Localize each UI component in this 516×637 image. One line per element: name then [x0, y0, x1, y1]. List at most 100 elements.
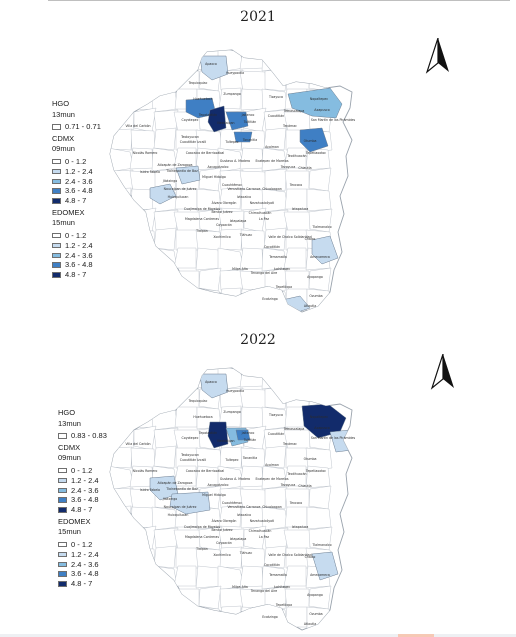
shaded-municipality — [175, 165, 201, 185]
municipality-polygon — [198, 267, 222, 292]
municipality-polygon — [219, 446, 243, 469]
legend-range: 1.2 - 2.4 — [71, 475, 99, 485]
municipality-label: Nextlalpan — [217, 439, 234, 443]
municipality-label: Tenango del Aire — [250, 271, 278, 275]
municipality-label: Cuautitlán Izcalli — [180, 458, 207, 462]
municipality-label: Ecatzingo — [262, 615, 278, 619]
municipality-polygons-2022 — [110, 368, 352, 630]
legend-swatch — [52, 198, 61, 204]
legend-swatch — [58, 497, 67, 503]
municipality-polygon — [263, 545, 287, 569]
municipality-label: Temascalapa — [283, 427, 305, 431]
shaded-municipality — [207, 105, 227, 133]
municipality-label: Tultitlán — [243, 438, 257, 442]
municipality-label: Amecameca — [310, 255, 330, 259]
municipality-label: Tenango del Aire — [250, 589, 278, 593]
legend-range: 4.8 - 7 — [65, 196, 87, 206]
shaded-municipality — [311, 235, 339, 265]
municipality-label: Otumba — [304, 457, 317, 461]
municipality-label: Cuautitlán — [268, 432, 284, 436]
municipality-polygon — [240, 606, 265, 629]
legend-class: 2.4 - 3.6 — [58, 485, 107, 495]
municipality-label: Temascalapa — [283, 109, 305, 113]
municipality-polygon — [283, 565, 307, 587]
municipality-label: Tlalnepantla de Baz — [165, 169, 198, 173]
municipality-label: Texcoco — [289, 501, 303, 505]
shaded-municipality — [185, 97, 217, 119]
municipality-label: Jaltenco — [241, 431, 255, 435]
municipality-label: Tlalmanalco — [311, 543, 331, 547]
municipality-polygon — [174, 288, 198, 310]
legend-swatch — [58, 551, 67, 558]
municipality-label: Cuajimalpa de Morelos — [184, 207, 221, 211]
municipality-label: Benito Juárez — [211, 210, 232, 214]
municipality-polygon — [264, 386, 288, 410]
municipality-polygon — [264, 168, 288, 192]
legend-layer: 15mun — [58, 527, 81, 537]
municipality-label: Coyotepec — [182, 118, 199, 122]
municipality-label: Tlalpan — [195, 547, 208, 551]
municipality-label: Cuauhtémoc — [222, 501, 243, 505]
municipality-polygon — [110, 546, 133, 569]
municipality-label: Tlalmanalco — [311, 225, 331, 229]
municipality-polygon — [129, 388, 157, 411]
legend-class: 2.4 - 3.6 — [52, 176, 101, 186]
municipality-label: Gustavo A. Madero — [220, 159, 250, 163]
legend-state: EDOMEX — [52, 207, 85, 217]
municipality-label: Venustiano Carranza — [227, 505, 260, 509]
bottom-rule — [0, 634, 516, 637]
municipality-label: Tlalnepantla de Baz — [165, 487, 198, 491]
municipality-label: Iztapalapa — [230, 219, 247, 223]
municipality-polygon — [305, 368, 331, 389]
legend-swatch — [58, 541, 67, 548]
municipality-label: Apaxco — [205, 62, 217, 66]
municipality-polygon — [239, 565, 264, 588]
legend-swatch — [52, 178, 61, 185]
municipality-polygon — [110, 487, 134, 510]
legend-range: 3.6 - 4.8 — [65, 186, 93, 196]
shaded-municipality — [199, 373, 229, 399]
municipality-polygon — [218, 187, 242, 210]
municipality-polygon — [306, 506, 332, 530]
legend-class: 2.4 - 3.6 — [52, 250, 101, 260]
municipality-polygon — [264, 68, 288, 92]
municipality-label: Nezahualcóyotl — [250, 519, 275, 523]
municipality-label: Ozumba — [309, 294, 322, 298]
municipality-polygon — [219, 269, 244, 292]
municipality-label: Hueypoxtla — [226, 71, 244, 75]
legend-swatch — [58, 433, 67, 439]
municipality-label: Ixtapaluca — [292, 207, 309, 211]
municipality-polygon — [196, 606, 222, 630]
municipality-polygon — [218, 605, 242, 628]
municipality-label: Ozumba — [309, 612, 322, 616]
municipality-label: Tonanitla — [242, 456, 257, 460]
shaded-municipality — [299, 127, 329, 153]
municipality-polygon — [110, 169, 134, 192]
municipality-polygon — [284, 170, 310, 192]
legend-swatch — [52, 262, 61, 268]
municipality-polygon — [261, 368, 288, 390]
legend-swatch — [58, 477, 67, 484]
municipality-label: Nicolás Romero — [133, 469, 158, 473]
municipality-label: Chimalhuacán — [249, 529, 272, 533]
municipality-polygon — [154, 386, 178, 410]
legend-swatch — [52, 188, 61, 194]
municipality-polygon — [284, 488, 310, 510]
municipality-polygon — [110, 228, 133, 251]
map-title-2022: 2022 — [240, 332, 276, 348]
municipality-polygon — [110, 247, 135, 273]
municipality-label: Jaltenco — [241, 113, 255, 117]
municipality-label: Zumpango — [223, 410, 240, 414]
municipality-polygon — [173, 429, 201, 451]
municipality-label: Tecámac — [282, 442, 297, 446]
municipality-polygon — [175, 229, 199, 251]
municipality-label: Ecatzingo — [262, 297, 278, 301]
legend-swatch — [58, 571, 67, 577]
municipality-polygon — [173, 247, 197, 269]
municipality-label: Tultitlán — [243, 120, 257, 124]
municipality-label: Ecatepec de Morelos — [255, 159, 288, 163]
municipality-labels-2021: Apaxco Hueypoxtla Tequixquiac Zumpango Huehu… — [125, 62, 355, 308]
municipality-label: Tultepec — [224, 458, 239, 462]
municipality-polygon — [306, 188, 332, 212]
municipality-label: Milpa Alta — [232, 267, 248, 271]
